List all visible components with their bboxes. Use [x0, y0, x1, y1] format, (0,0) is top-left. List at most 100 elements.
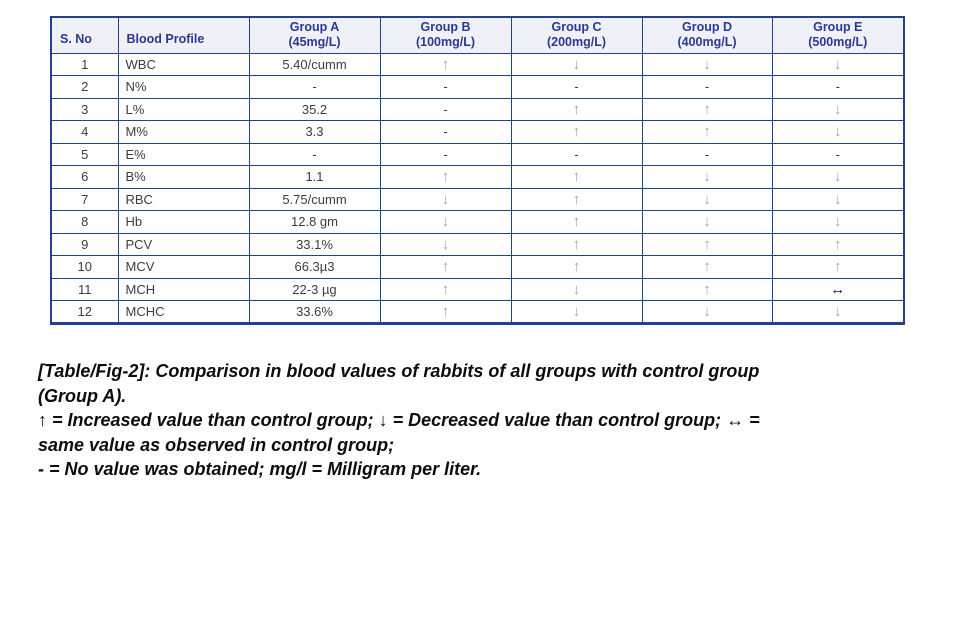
cell-group-d: ↓ — [641, 210, 773, 234]
cell-group-b: - — [379, 75, 512, 99]
header-sno: S. No — [50, 16, 119, 54]
cell-group-e: ↓ — [771, 120, 905, 144]
cell-group-e: ↓ — [771, 187, 905, 211]
cell-group-c: ↑ — [510, 187, 643, 211]
cell-group-e: ↑ — [771, 232, 905, 256]
table-row: 6 B% 1.1 ↑ ↑ ↓ ↓ — [50, 165, 905, 189]
header-group-d: Group D (400mg/L) — [641, 16, 773, 54]
cell-group-d: ↑ — [641, 120, 773, 144]
table-row: 11 MCH 22-3 µg ↑ ↓ ↑ ↔ — [50, 277, 905, 301]
cell-group-c: ↑ — [510, 255, 643, 279]
cell-group-a: 22-3 µg — [248, 277, 381, 301]
cell-sno: 10 — [50, 255, 119, 279]
cell-blood-profile: B% — [117, 165, 250, 189]
cell-group-a: 12.8 gm — [248, 210, 381, 234]
cell-group-b: ↓ — [379, 187, 512, 211]
table-row: 5 E% - - - - - — [50, 142, 905, 166]
cell-group-e: ↓ — [771, 300, 905, 324]
cell-group-b: ↑ — [379, 165, 512, 189]
cell-group-a: 35.2 — [248, 97, 381, 121]
cell-blood-profile: L% — [117, 97, 250, 121]
caption-line-5: - = No value was obtained; mg/l = Millig… — [38, 459, 482, 479]
cell-group-a: 5.75/cumm — [248, 187, 381, 211]
cell-sno: 9 — [50, 232, 119, 256]
cell-group-c: ↑ — [510, 120, 643, 144]
cell-group-e: ↑ — [771, 255, 905, 279]
header-group-c: Group C (200mg/L) — [510, 16, 643, 54]
caption-line-2: (Group A). — [38, 385, 127, 406]
header-dose: (400mg/L) — [677, 35, 737, 50]
cell-group-a: - — [248, 75, 381, 99]
cell-blood-profile: MCHC — [117, 300, 250, 324]
header-dose: (100mg/L) — [415, 35, 476, 50]
header-label: Group D — [682, 20, 732, 35]
cell-group-a: 5.40/cumm — [248, 52, 381, 76]
header-row: S. No Blood Profile Group A (45mg/L) Gro… — [50, 16, 905, 54]
cell-group-d: ↑ — [641, 255, 773, 279]
table-body: 1 WBC 5.40/cumm ↑ ↓ ↓ ↓ 2 N% - - - - - 3… — [50, 52, 905, 324]
header-dose: (500mg/L) — [808, 35, 868, 50]
header-label: Group B — [420, 20, 471, 35]
cell-group-a: 66.3µ3 — [248, 255, 381, 279]
cell-group-c: ↓ — [510, 300, 643, 324]
cell-sno: 5 — [50, 142, 119, 166]
cell-group-b: ↓ — [379, 210, 512, 234]
cell-group-c: - — [510, 75, 643, 99]
header-label: Group C — [551, 20, 602, 35]
cell-group-d: ↑ — [641, 277, 773, 301]
header-label: Group A — [289, 20, 340, 35]
cell-group-d: ↓ — [641, 165, 773, 189]
table-row: 10 MCV 66.3µ3 ↑ ↑ ↑ ↑ — [50, 255, 905, 279]
cell-group-a: 33.6% — [248, 300, 381, 324]
cell-sno: 2 — [50, 75, 119, 99]
table-row: 3 L% 35.2 - ↑ ↑ ↓ — [50, 97, 905, 121]
cell-group-c: ↑ — [510, 210, 643, 234]
cell-group-c: - — [510, 142, 643, 166]
cell-group-e: - — [771, 142, 905, 166]
cell-group-d: ↓ — [641, 52, 773, 76]
cell-blood-profile: MCV — [117, 255, 250, 279]
table-row: 1 WBC 5.40/cumm ↑ ↓ ↓ ↓ — [50, 52, 905, 76]
cell-group-a: 3.3 — [248, 120, 381, 144]
header-group-e: Group E (500mg/L) — [771, 16, 905, 54]
cell-group-e: ↓ — [771, 52, 905, 76]
cell-group-c: ↓ — [510, 52, 643, 76]
table-row: 2 N% - - - - - — [50, 75, 905, 99]
header-group-a: Group A (45mg/L) — [248, 16, 381, 54]
cell-group-b: ↑ — [379, 255, 512, 279]
cell-blood-profile: WBC — [117, 52, 250, 76]
cell-group-a: 1.1 — [248, 165, 381, 189]
cell-blood-profile: N% — [117, 75, 250, 99]
cell-sno: 4 — [50, 120, 119, 144]
header-label: Blood Profile — [126, 31, 205, 46]
cell-group-a: 33.1% — [248, 232, 381, 256]
header-dose: (45mg/L) — [288, 35, 341, 50]
cell-group-e: ↓ — [771, 97, 905, 121]
header-blood-profile: Blood Profile — [117, 16, 250, 54]
cell-group-c: ↓ — [510, 277, 643, 301]
cell-sno: 3 — [50, 97, 119, 121]
header-label: S. No — [60, 31, 92, 46]
caption-line-1: [Table/Fig-2]: Comparison in blood value… — [38, 361, 760, 381]
cell-group-b: - — [379, 97, 512, 121]
cell-blood-profile: PCV — [117, 232, 250, 256]
cell-group-e: ↓ — [771, 165, 905, 189]
cell-group-d: ↓ — [641, 300, 773, 324]
blood-values-table: S. No Blood Profile Group A (45mg/L) Gro… — [50, 16, 905, 325]
cell-group-d: ↑ — [641, 232, 773, 256]
cell-sno: 1 — [50, 52, 119, 76]
cell-blood-profile: Hb — [117, 210, 250, 234]
cell-group-b: - — [379, 142, 512, 166]
cell-group-d: - — [641, 75, 773, 99]
cell-group-c: ↑ — [510, 232, 643, 256]
table-row: 7 RBC 5.75/cumm ↓ ↑ ↓ ↓ — [50, 187, 905, 211]
header-label: Group E — [813, 20, 863, 35]
table-row: 12 MCHC 33.6% ↑ ↓ ↓ ↓ — [50, 300, 905, 324]
cell-group-b: - — [379, 120, 512, 144]
cell-group-e: ↓ — [771, 210, 905, 234]
cell-blood-profile: M% — [117, 120, 250, 144]
header-dose: (200mg/L) — [546, 35, 607, 50]
table-header: S. No Blood Profile Group A (45mg/L) Gro… — [50, 16, 905, 54]
caption-line-4: same value as observed in control group; — [38, 434, 395, 455]
cell-blood-profile: MCH — [117, 277, 250, 301]
